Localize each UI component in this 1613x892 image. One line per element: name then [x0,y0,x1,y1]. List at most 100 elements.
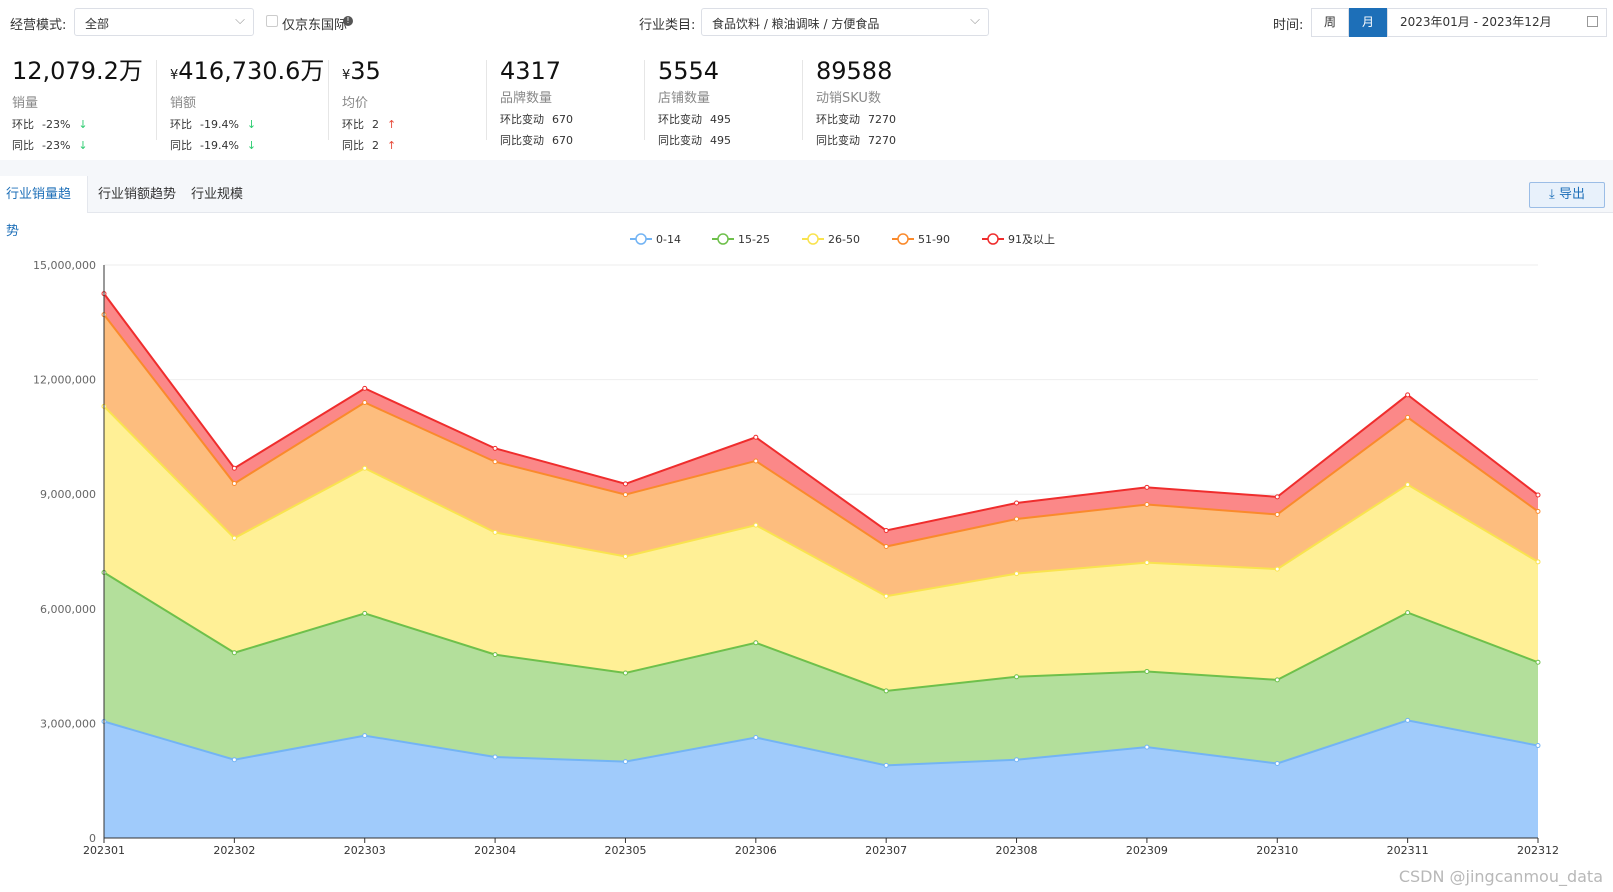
data-point [1014,674,1020,680]
kpi-name: 销额 [170,96,197,111]
data-point [492,754,498,760]
divider [644,60,645,140]
data-point [362,385,368,391]
kpi-yoy-value: 495 [710,134,731,147]
legend-marker [987,233,999,245]
kpi-yoy-label: 同比 [342,139,364,152]
data-point [1274,566,1280,572]
y-tick-label: 12,000,000 [33,374,96,387]
x-tick-label: 202312 [1517,844,1559,857]
series-area-51-90 [104,314,1538,597]
data-point [883,544,889,550]
kpi-card-sku-count: 89588 动销SKU数 环比变动 7270 同比变动 7270 [816,56,896,148]
industry-cascader[interactable]: 食品饮料 / 粮油调味 / 方便食品 ⌵ [701,8,989,36]
tab-sales-amount-trend[interactable]: 行业销额趋势 [98,187,177,202]
legend-label: 51-90 [918,233,950,246]
legend-label: 15-25 [738,233,770,246]
kpi-card-sales-amount: ¥416,730.6万 销额 环比 -19.4% ↓ 同比 -19.4% ↓ [170,56,324,153]
series-line-26-50 [103,405,1539,598]
kpi-mom-value: 7270 [868,113,896,126]
arrow-down-icon: ↓ [246,118,257,131]
data-point [362,400,368,406]
y-tick-label: 9,000,000 [40,488,96,501]
kpi-value: 416,730.6万 [178,57,325,85]
kpi-yoy-label: 同比变动 [816,134,860,147]
data-point [1274,494,1280,500]
kpi-yoy-value: 2 [372,139,379,152]
date-range-value: 2023年01月 - 2023年12月 [1400,15,1552,29]
data-point [231,757,237,763]
x-tick-label: 202302 [213,844,255,857]
kpi-card-brand-count: 4317 品牌数量 环比变动 670 同比变动 670 [500,56,573,148]
series-line-0-14 [103,719,1539,767]
filter-bar: 经营模式: 全部 ⌵ 仅京东国际 ! 行业类目: 食品饮料 / 粮油调味 / 方… [0,0,1613,48]
legend-marker [635,233,647,245]
kpi-name: 店铺数量 [658,91,711,106]
download-icon: ⤓ [1549,187,1555,202]
data-point [1405,717,1411,723]
kpi-yoy-value: -19.4% [200,139,239,152]
data-point [753,522,759,528]
kpi-value: 12,079.2万 [12,57,143,85]
kpi-value: 35 [350,57,381,85]
tab-sales-volume-trend[interactable]: 行业销量趋势 [0,176,88,239]
kpi-mom-value: -19.4% [200,118,239,131]
jd-intl-checkbox[interactable] [266,15,278,27]
kpi-yoy-label: 同比变动 [658,134,702,147]
data-point [492,652,498,658]
mode-select-value: 全部 [85,17,110,31]
series-area-91及以上 [104,293,1538,547]
data-point [1144,484,1150,490]
kpi-yoy-label: 同比变动 [500,134,544,147]
x-tick-label: 202307 [865,844,907,857]
kpi-name: 品牌数量 [500,91,553,106]
data-point [753,735,759,741]
data-point [231,481,237,487]
kpi-name: 动销SKU数 [816,91,881,106]
kpi-mom-value: 2 [372,118,379,131]
data-point [1274,677,1280,683]
kpi-currency: ¥ [170,68,179,83]
y-tick-label: 0 [89,832,96,845]
data-point [883,688,889,694]
kpi-mom-label: 环比变动 [658,113,702,126]
data-point [883,762,889,768]
data-point [362,465,368,471]
data-point [753,434,759,440]
data-point [1274,761,1280,767]
kpi-strip: 12,079.2万 销量 环比 -23% ↓ 同比 -23% ↓ ¥416,730.6万… [0,56,1613,156]
data-point [622,670,628,676]
time-label: 时间: [1273,18,1304,33]
legend-label: 26-50 [828,233,860,246]
data-point [362,610,368,616]
info-icon: ! [343,16,353,26]
data-point [1405,610,1411,616]
data-point [1405,414,1411,420]
legend-marker [897,233,909,245]
data-point [1144,502,1150,508]
export-button[interactable]: ⤓ 导出 [1529,182,1605,208]
date-range-picker[interactable]: 2023年01月 - 2023年12月 [1387,8,1607,37]
legend-label: 91及以上 [1008,233,1055,246]
arrow-down-icon: ↓ [78,118,88,131]
section-gap [0,160,1613,176]
y-tick-label: 3,000,000 [40,717,96,730]
data-point [1405,392,1411,398]
data-point [622,492,628,498]
week-toggle[interactable]: 周 [1311,8,1349,37]
data-point [231,465,237,471]
data-point [622,481,628,487]
arrow-up-icon: ↑ [387,139,397,152]
month-toggle[interactable]: 月 [1349,8,1387,37]
kpi-yoy-label: 同比 [170,139,192,152]
data-point [883,527,889,533]
tab-industry-scale[interactable]: 行业规模 [191,187,244,202]
mode-select[interactable]: 全部 ⌵ [74,8,254,36]
chart-legend: 0-14 15-25 26-50 51-90 91及以上 [630,233,1055,246]
mode-label: 经营模式: [10,18,67,33]
data-point [1014,757,1020,763]
kpi-card-avg-price: ¥35 均价 环比 2 ↑ 同比 2 ↑ [342,56,396,153]
x-tick-label: 202303 [344,844,386,857]
legend-label: 0-14 [656,233,681,246]
data-point [1144,668,1150,674]
